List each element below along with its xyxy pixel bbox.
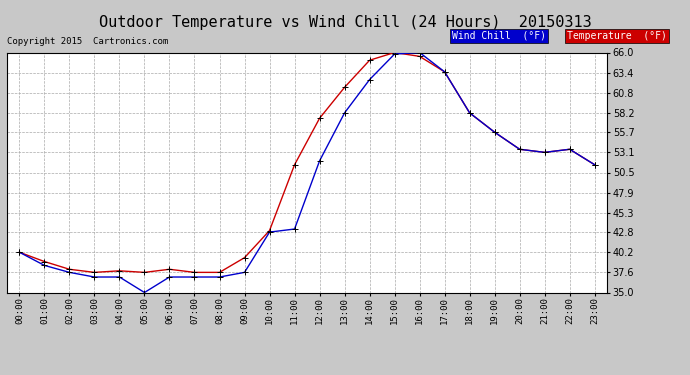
Text: Outdoor Temperature vs Wind Chill (24 Hours)  20150313: Outdoor Temperature vs Wind Chill (24 Ho…	[99, 15, 591, 30]
Text: Wind Chill  (°F): Wind Chill (°F)	[452, 31, 546, 40]
Text: Temperature  (°F): Temperature (°F)	[567, 31, 667, 40]
Text: Copyright 2015  Cartronics.com: Copyright 2015 Cartronics.com	[7, 38, 168, 46]
